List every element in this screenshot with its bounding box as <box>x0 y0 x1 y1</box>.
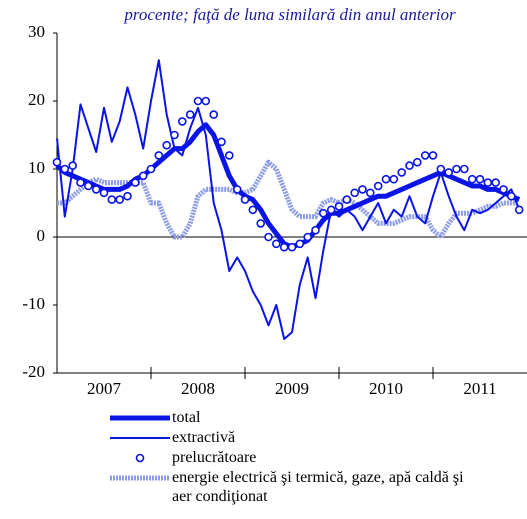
x-tick-label: 2011 <box>463 379 496 398</box>
data-point <box>350 188 359 198</box>
legend-label: energie electrică şi termică, gaze, apă … <box>172 469 464 505</box>
data-point <box>295 239 305 249</box>
data-point <box>76 178 85 187</box>
data-point <box>248 205 258 215</box>
data-point <box>60 164 70 174</box>
data-point <box>342 195 352 204</box>
legend-label: extractivă <box>172 429 236 446</box>
y-tick-label: 30 <box>28 22 45 41</box>
data-point <box>209 110 218 119</box>
data-point <box>444 168 453 177</box>
x-tick-label: 2007 <box>87 379 122 398</box>
data-point <box>405 161 414 170</box>
data-point <box>272 239 281 249</box>
data-point <box>52 157 62 167</box>
data-point <box>264 232 273 242</box>
y-tick-label: 20 <box>28 90 45 109</box>
data-point <box>178 117 187 126</box>
x-tick-label: 2010 <box>369 379 403 398</box>
legend-item: total <box>110 408 520 428</box>
data-point <box>491 178 500 187</box>
legend-swatch <box>110 415 170 421</box>
data-point <box>381 174 391 184</box>
x-tick-label: 2008 <box>181 379 215 398</box>
data-point <box>225 151 234 160</box>
y-tick-label: 10 <box>28 158 45 177</box>
data-point <box>185 110 195 119</box>
data-point <box>475 174 485 184</box>
y-tick-label: -10 <box>22 294 45 313</box>
data-point <box>131 178 140 187</box>
data-point <box>452 164 461 174</box>
y-tick-label: -20 <box>22 362 45 381</box>
legend-label: total <box>172 409 201 426</box>
data-point <box>428 151 438 160</box>
data-point <box>366 188 375 198</box>
legend-swatch <box>135 453 145 463</box>
data-point <box>256 219 265 228</box>
legend-swatch <box>110 437 170 439</box>
legend-item: extractivă <box>110 428 520 448</box>
data-point <box>162 140 171 150</box>
data-point <box>514 205 524 215</box>
legend-label: prelucrătoare <box>172 449 257 466</box>
data-point <box>373 181 383 191</box>
data-point <box>232 185 242 194</box>
data-point <box>483 178 493 187</box>
data-point <box>154 151 164 160</box>
data-point <box>311 225 320 235</box>
series-line <box>55 122 521 250</box>
data-point <box>287 242 297 252</box>
data-point <box>84 181 93 191</box>
legend-item: prelucrătoare <box>110 448 520 468</box>
data-point <box>115 195 124 204</box>
data-point <box>507 191 516 201</box>
y-tick-label: 0 <box>37 226 46 245</box>
data-point <box>460 164 469 174</box>
data-point <box>68 161 77 170</box>
legend: total extractivă prelucrătoare energie elec… <box>110 408 520 505</box>
data-point <box>217 137 226 147</box>
data-point <box>170 130 179 140</box>
data-point <box>389 174 399 184</box>
legend-swatch <box>110 475 170 481</box>
data-point <box>99 188 109 198</box>
data-point <box>193 96 203 106</box>
data-point <box>91 185 101 194</box>
chart: procente; faţă de luna similară din anul… <box>22 5 527 398</box>
data-point <box>138 171 148 181</box>
x-tick-label: 2009 <box>275 379 309 398</box>
legend-item: energie electrică şi termică, gaze, apă … <box>110 468 520 505</box>
data-point <box>334 202 344 211</box>
data-point <box>413 157 422 167</box>
data-point <box>303 232 312 242</box>
data-point <box>123 191 132 201</box>
data-point <box>146 164 156 174</box>
data-point <box>326 205 336 215</box>
series-line <box>56 59 521 340</box>
legend-marker <box>135 453 145 463</box>
data-point <box>358 185 367 194</box>
data-point <box>201 96 211 106</box>
data-point <box>397 168 406 177</box>
data-point <box>319 208 328 218</box>
data-point <box>279 242 289 252</box>
data-point <box>467 174 477 184</box>
chart-subtitle: procente; faţă de luna similară din anul… <box>123 5 456 24</box>
data-point <box>107 195 117 204</box>
data-point <box>499 185 508 194</box>
data-point <box>240 195 250 204</box>
data-point <box>436 164 446 174</box>
data-point <box>420 151 430 160</box>
